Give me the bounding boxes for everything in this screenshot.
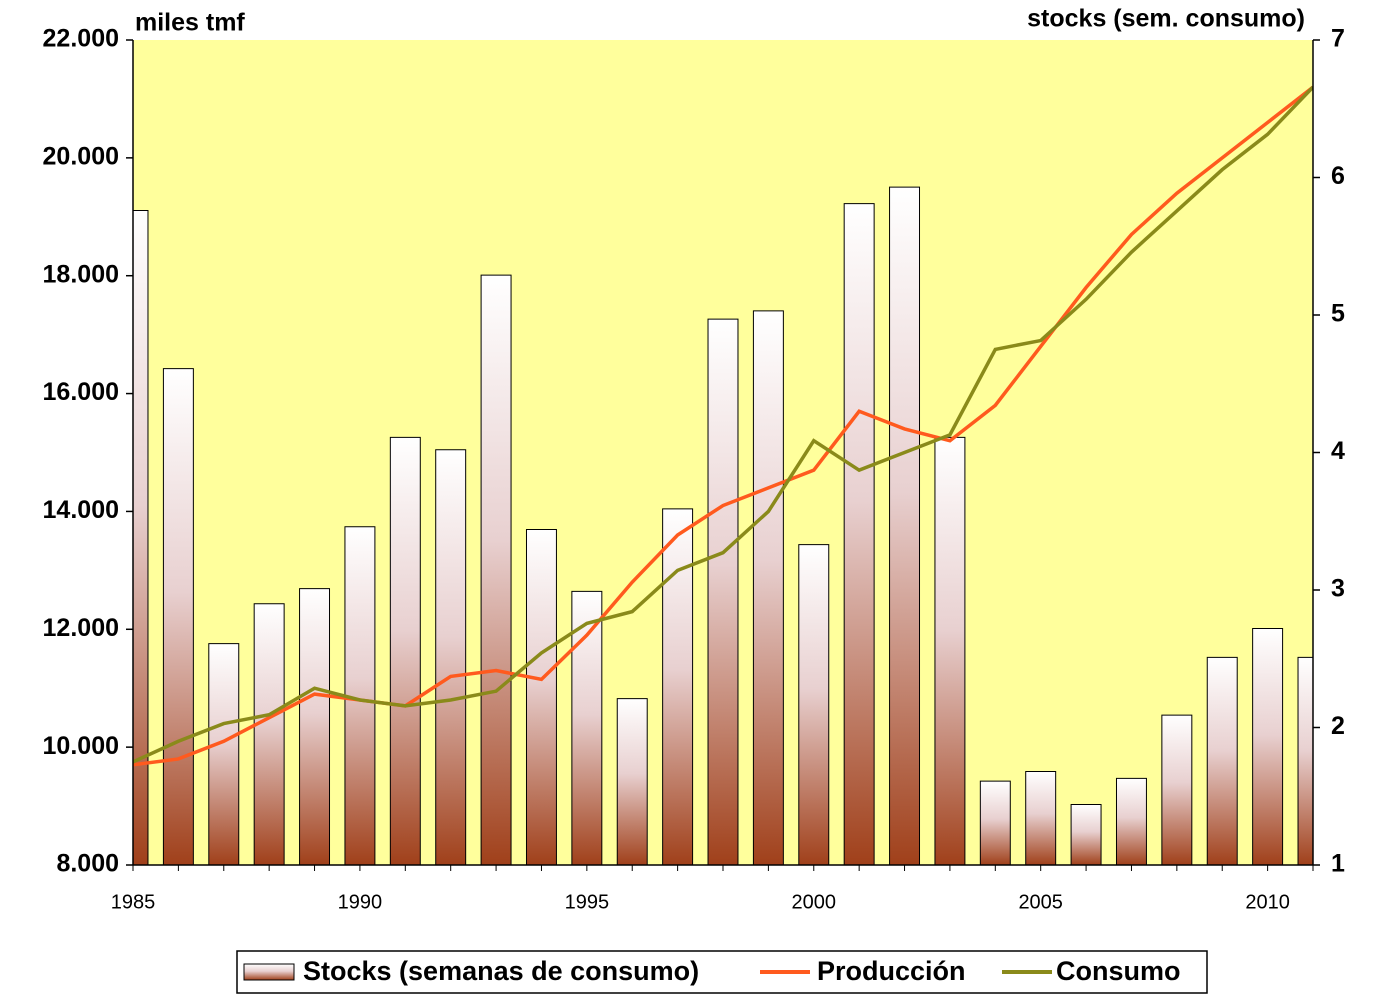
line-series	[133, 85, 1313, 767]
bar	[1115, 777, 1147, 865]
y2-tick-label: 3	[1331, 575, 1345, 603]
bar	[707, 318, 739, 865]
y2-tick-label: 1	[1331, 850, 1345, 878]
bar	[435, 449, 467, 865]
x-tick-label: 2005	[1018, 891, 1063, 913]
bar	[1070, 804, 1102, 865]
legend-swatch	[243, 963, 295, 981]
bar	[843, 203, 875, 865]
y-tick-label: 22.000	[43, 25, 119, 53]
x-tick-label: 1995	[565, 891, 610, 913]
y-tick-label: 16.000	[43, 378, 119, 406]
bar	[480, 274, 512, 865]
bar	[979, 780, 1011, 865]
y-tick-label: 18.000	[43, 260, 119, 288]
legend-label: Consumo	[1056, 956, 1181, 986]
legend-label: Producción	[817, 956, 966, 986]
bar	[934, 436, 966, 865]
bar	[525, 529, 557, 865]
legend-label: Stocks (semanas de consumo)	[303, 956, 699, 986]
y-tick-label: 10.000	[43, 732, 119, 760]
y-axis-title: miles tmf	[135, 9, 245, 37]
bar	[752, 310, 784, 865]
y-tick-label: 14.000	[43, 496, 119, 524]
bar	[662, 508, 694, 865]
bar	[571, 590, 603, 865]
y2-tick-label: 7	[1331, 25, 1345, 53]
bar	[299, 588, 331, 865]
bar	[798, 544, 830, 865]
x-tick-label: 1985	[111, 891, 156, 913]
bar	[162, 368, 194, 865]
line-series	[133, 85, 1313, 764]
bar	[616, 698, 648, 865]
x-tick-label: 2000	[792, 891, 837, 913]
bar	[1206, 656, 1238, 865]
y2-axis-title: stocks (sem. consumo)	[1027, 5, 1305, 33]
x-tick-label: 2010	[1245, 891, 1290, 913]
bar	[208, 643, 240, 865]
y2-tick-label: 2	[1331, 712, 1345, 740]
y2-tick-label: 6	[1331, 162, 1345, 190]
y2-tick-label: 4	[1331, 437, 1345, 465]
bar	[253, 603, 285, 865]
y-tick-label: 8.000	[56, 850, 119, 878]
x-tick-label: 1990	[338, 891, 383, 913]
y-tick-label: 12.000	[43, 614, 119, 642]
y2-tick-label: 5	[1331, 300, 1345, 328]
bar	[1025, 771, 1057, 865]
bar	[1252, 628, 1284, 865]
bar	[389, 436, 421, 865]
y-tick-label: 20.000	[43, 142, 119, 170]
bar	[1161, 714, 1193, 865]
bar	[889, 186, 921, 865]
